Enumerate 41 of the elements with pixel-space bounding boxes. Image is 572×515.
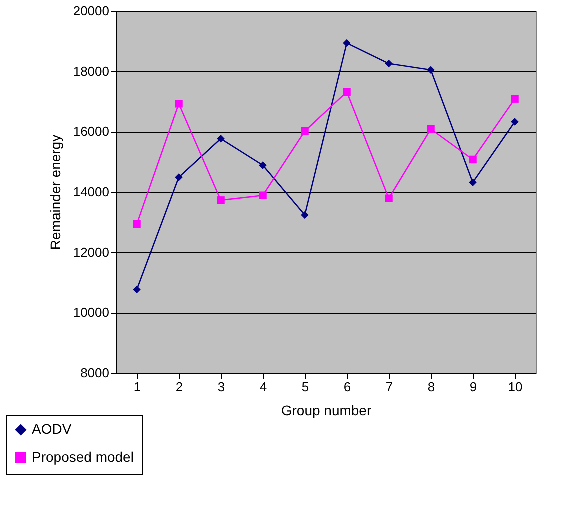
legend-label: Proposed model — [32, 449, 134, 465]
point — [427, 125, 435, 134]
y-tick-label: 18000 — [73, 64, 110, 79]
y-tick-label: 12000 — [73, 244, 110, 260]
x-tick-label: 8 — [428, 380, 436, 394]
x-tick-label: 10 — [508, 380, 523, 394]
x-tick-label: 9 — [470, 380, 478, 394]
x-tick-label: 5 — [302, 380, 310, 394]
legend-label: AODV — [32, 421, 72, 437]
point — [343, 39, 351, 48]
x-tick-label: 6 — [344, 380, 352, 394]
point — [259, 192, 267, 200]
x-axis-title: Group number — [281, 402, 372, 418]
x-tick-label: 4 — [260, 380, 268, 394]
x-tick-label: 2 — [176, 380, 184, 394]
point — [343, 88, 351, 96]
point — [301, 211, 309, 220]
point — [301, 127, 309, 136]
y-tick-label: 16000 — [73, 124, 110, 140]
point — [133, 286, 141, 294]
y-tick-label: 14000 — [73, 184, 110, 200]
y-tick-label: 20000 — [73, 4, 110, 18]
point — [175, 100, 183, 108]
point — [133, 220, 141, 228]
point — [175, 174, 183, 182]
x-tick-label: 7 — [386, 380, 394, 394]
x-tick-label: 1 — [134, 380, 142, 394]
point — [469, 178, 477, 187]
point — [511, 95, 519, 103]
point — [217, 135, 225, 143]
y-axis-title: Remainder energy — [47, 134, 64, 250]
x-tick-label: 3 — [218, 380, 226, 394]
point — [427, 66, 435, 74]
point — [385, 60, 393, 68]
point — [259, 162, 267, 170]
point — [469, 156, 477, 164]
point — [511, 118, 519, 126]
point — [385, 194, 393, 203]
y-tick-label: 10000 — [73, 305, 110, 320]
y-tick-label: 8000 — [80, 366, 110, 380]
point — [217, 196, 225, 204]
